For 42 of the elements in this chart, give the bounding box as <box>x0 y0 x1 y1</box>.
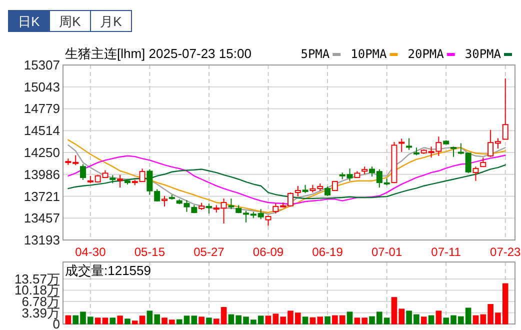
legend-label: 20PMA <box>408 47 445 61</box>
x-tick-label: 04-30 <box>75 245 106 259</box>
y-tick-label: 13.57万 <box>14 272 60 286</box>
y-tick-label: 13193 <box>24 232 60 248</box>
x-tick-label: 06-09 <box>252 245 284 259</box>
y-tick-label: 15043 <box>24 79 60 94</box>
legend-label: 10PMA <box>350 47 388 61</box>
y-tick-label: 13721 <box>24 188 60 204</box>
bar <box>346 312 353 324</box>
bar <box>102 318 108 324</box>
x-tick-label: 05-27 <box>194 245 225 259</box>
bar <box>420 316 427 324</box>
bar <box>206 318 212 324</box>
bar <box>65 315 72 324</box>
bar <box>184 316 190 324</box>
y-tick-label: 14779 <box>24 101 60 116</box>
y-tick-label: 13986 <box>24 166 60 182</box>
x-tick-label: 06-19 <box>312 245 344 259</box>
chart-title: 成交量:121559 <box>65 263 151 278</box>
y-tick-label: 15307 <box>24 58 60 72</box>
bar <box>176 319 182 324</box>
x-tick-label: 07-11 <box>431 245 462 259</box>
y-tick-label: 13457 <box>24 210 60 226</box>
bar <box>198 316 204 324</box>
bar <box>110 318 116 324</box>
bar <box>428 315 434 324</box>
y-tick-label: 14514 <box>24 123 60 138</box>
bar <box>302 316 308 324</box>
bar <box>94 318 101 324</box>
bar <box>324 316 330 324</box>
legend-label: 5PMA <box>300 47 330 61</box>
legend-label: 30PMA <box>464 47 502 61</box>
y-tick-label: 14250 <box>24 145 60 160</box>
x-tick-label: 07-23 <box>490 245 521 259</box>
bar <box>265 316 272 324</box>
bar <box>436 310 442 324</box>
x-tick-label: 05-15 <box>134 245 166 259</box>
bar <box>117 316 123 324</box>
chart-title: 生猪主连[lhm] 2025-07-23 15:00 <box>65 46 252 61</box>
bar <box>191 316 198 324</box>
x-tick-label: 07-01 <box>371 245 402 259</box>
bar <box>124 318 130 324</box>
